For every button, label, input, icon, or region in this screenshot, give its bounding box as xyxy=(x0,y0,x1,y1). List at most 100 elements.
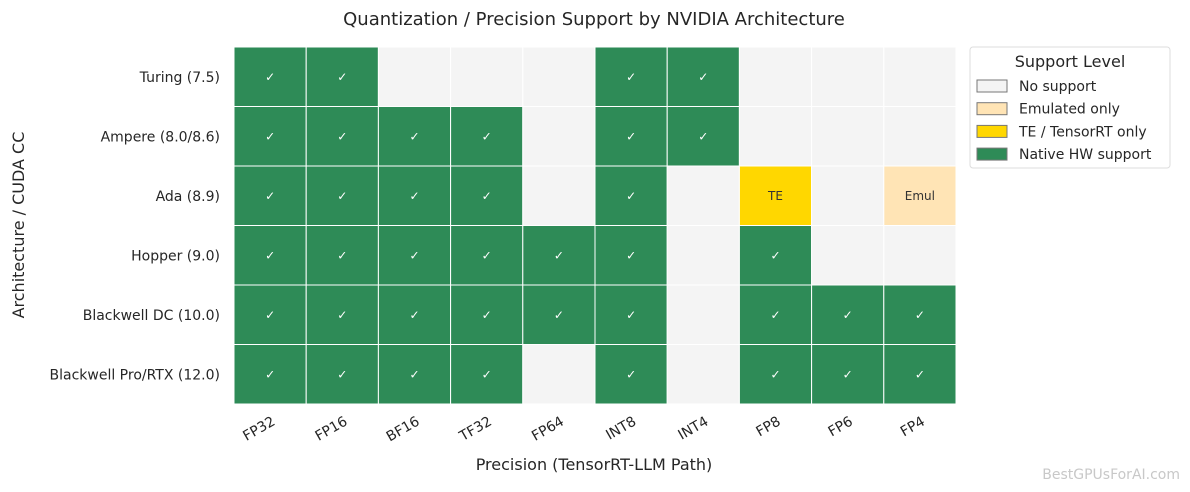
cell-label: ✓ xyxy=(337,308,347,322)
heatmap-cell xyxy=(883,46,957,107)
cell-label: ✓ xyxy=(265,129,275,143)
heatmap-cell xyxy=(666,106,740,167)
cell-label: ✓ xyxy=(265,308,275,322)
heatmap-cell xyxy=(883,284,957,345)
heatmap-cell xyxy=(233,46,307,107)
cell-label: ✓ xyxy=(482,367,492,381)
y-tick-label: Ampere (8.0/8.6) xyxy=(101,129,220,145)
heatmap-cell xyxy=(305,344,379,405)
cell-label: ✓ xyxy=(409,129,419,143)
cell-label: ✓ xyxy=(337,129,347,143)
cell-label: ✓ xyxy=(409,189,419,203)
heatmap-cell xyxy=(738,106,813,167)
cell-label: ✓ xyxy=(265,248,275,262)
heatmap-cell xyxy=(666,344,740,405)
cell-label: ✓ xyxy=(626,70,636,84)
heatmap-cell xyxy=(522,225,596,286)
heatmap-cell xyxy=(522,165,596,226)
heatmap-cell xyxy=(522,46,596,107)
y-tick-label: Blackwell DC (10.0) xyxy=(83,308,220,324)
chart-title: Quantization / Precision Support by NVID… xyxy=(343,9,845,30)
cell-label: ✓ xyxy=(915,308,925,322)
heatmap-cell xyxy=(883,165,957,226)
heatmap-cell xyxy=(377,225,452,286)
heatmap-cell xyxy=(450,106,524,167)
heatmap-cell xyxy=(883,344,957,405)
heatmap-cell xyxy=(738,46,813,107)
x-tick-label: TF32 xyxy=(456,414,495,446)
heatmap-cell xyxy=(233,225,307,286)
legend-swatch xyxy=(976,79,1008,93)
cell-label: ✓ xyxy=(554,308,564,322)
cell-label: ✓ xyxy=(626,248,636,262)
heatmap-cell xyxy=(233,284,307,345)
x-tick-label: FP6 xyxy=(826,414,856,441)
x-tick-label: FP16 xyxy=(313,414,351,445)
cell-label: ✓ xyxy=(626,189,636,203)
cell-label: TE xyxy=(767,189,783,203)
legend: Support Level No support Emulated only TE … xyxy=(969,46,1171,169)
cell-label: ✓ xyxy=(265,70,275,84)
heatmap-cell xyxy=(305,106,379,167)
heatmap-cell xyxy=(377,46,452,107)
heatmap-cell xyxy=(233,344,307,405)
cell-label: ✓ xyxy=(843,367,853,381)
x-tick-label: FP8 xyxy=(753,414,783,441)
x-tick-label: FP64 xyxy=(529,414,567,445)
cell-label: ✓ xyxy=(770,308,780,322)
legend-entry: Emulated only xyxy=(1019,102,1120,118)
legend-swatch xyxy=(976,124,1008,138)
cell-label: ✓ xyxy=(265,367,275,381)
cell-label: ✓ xyxy=(265,189,275,203)
heatmap-cell xyxy=(305,46,379,107)
heatmap-cell xyxy=(811,106,885,167)
heatmap-cell xyxy=(738,344,813,405)
heatmap-cell xyxy=(377,284,452,345)
cell-label: ✓ xyxy=(409,248,419,262)
cell-label: ✓ xyxy=(482,129,492,143)
x-tick-label: BF16 xyxy=(384,414,423,446)
heatmap-cell xyxy=(450,284,524,345)
heatmap-cell xyxy=(305,165,379,226)
heatmap-cell xyxy=(883,225,957,286)
cell-label: ✓ xyxy=(337,248,347,262)
heatmap-cell xyxy=(811,165,885,226)
cell-label: ✓ xyxy=(482,189,492,203)
cell-label: Emul xyxy=(905,189,935,203)
cell-label: ✓ xyxy=(626,308,636,322)
cell-label: ✓ xyxy=(626,129,636,143)
heatmap-cell xyxy=(594,225,668,286)
heatmap-cell xyxy=(594,46,668,107)
cell-label: ✓ xyxy=(626,367,636,381)
heatmap-cell xyxy=(666,46,740,107)
y-tick-label: Ada (8.9) xyxy=(156,189,220,205)
heatmap-cell xyxy=(666,165,740,226)
heatmap-cell xyxy=(522,106,596,167)
y-tick-label: Blackwell Pro/RTX (12.0) xyxy=(50,367,221,383)
cell-label: ✓ xyxy=(482,308,492,322)
cell-label: ✓ xyxy=(482,248,492,262)
legend-entry: Native HW support xyxy=(1019,147,1152,163)
heatmap-cell xyxy=(811,344,885,405)
heatmap-cell xyxy=(811,46,885,107)
heatmap-cell xyxy=(450,165,524,226)
x-tick-label: INT8 xyxy=(603,414,639,444)
heatmap-cell xyxy=(738,165,813,226)
cell-label: ✓ xyxy=(698,129,708,143)
y-tick-label: Turing (7.5) xyxy=(139,70,220,86)
cell-label: ✓ xyxy=(554,248,564,262)
cell-label: ✓ xyxy=(770,367,780,381)
legend-entry: No support xyxy=(1019,79,1097,95)
legend-title: Support Level xyxy=(1015,52,1126,71)
cell-label: ✓ xyxy=(337,189,347,203)
heatmap-cell xyxy=(377,344,452,405)
x-tick-label: INT4 xyxy=(676,414,712,444)
heatmap-cell xyxy=(666,284,740,345)
heatmap-cell xyxy=(450,344,524,405)
cell-label: ✓ xyxy=(337,367,347,381)
x-axis-label: Precision (TensorRT-LLM Path) xyxy=(476,455,713,474)
cell-label: ✓ xyxy=(915,367,925,381)
heatmap-cell xyxy=(666,225,740,286)
legend-swatch xyxy=(976,147,1008,161)
